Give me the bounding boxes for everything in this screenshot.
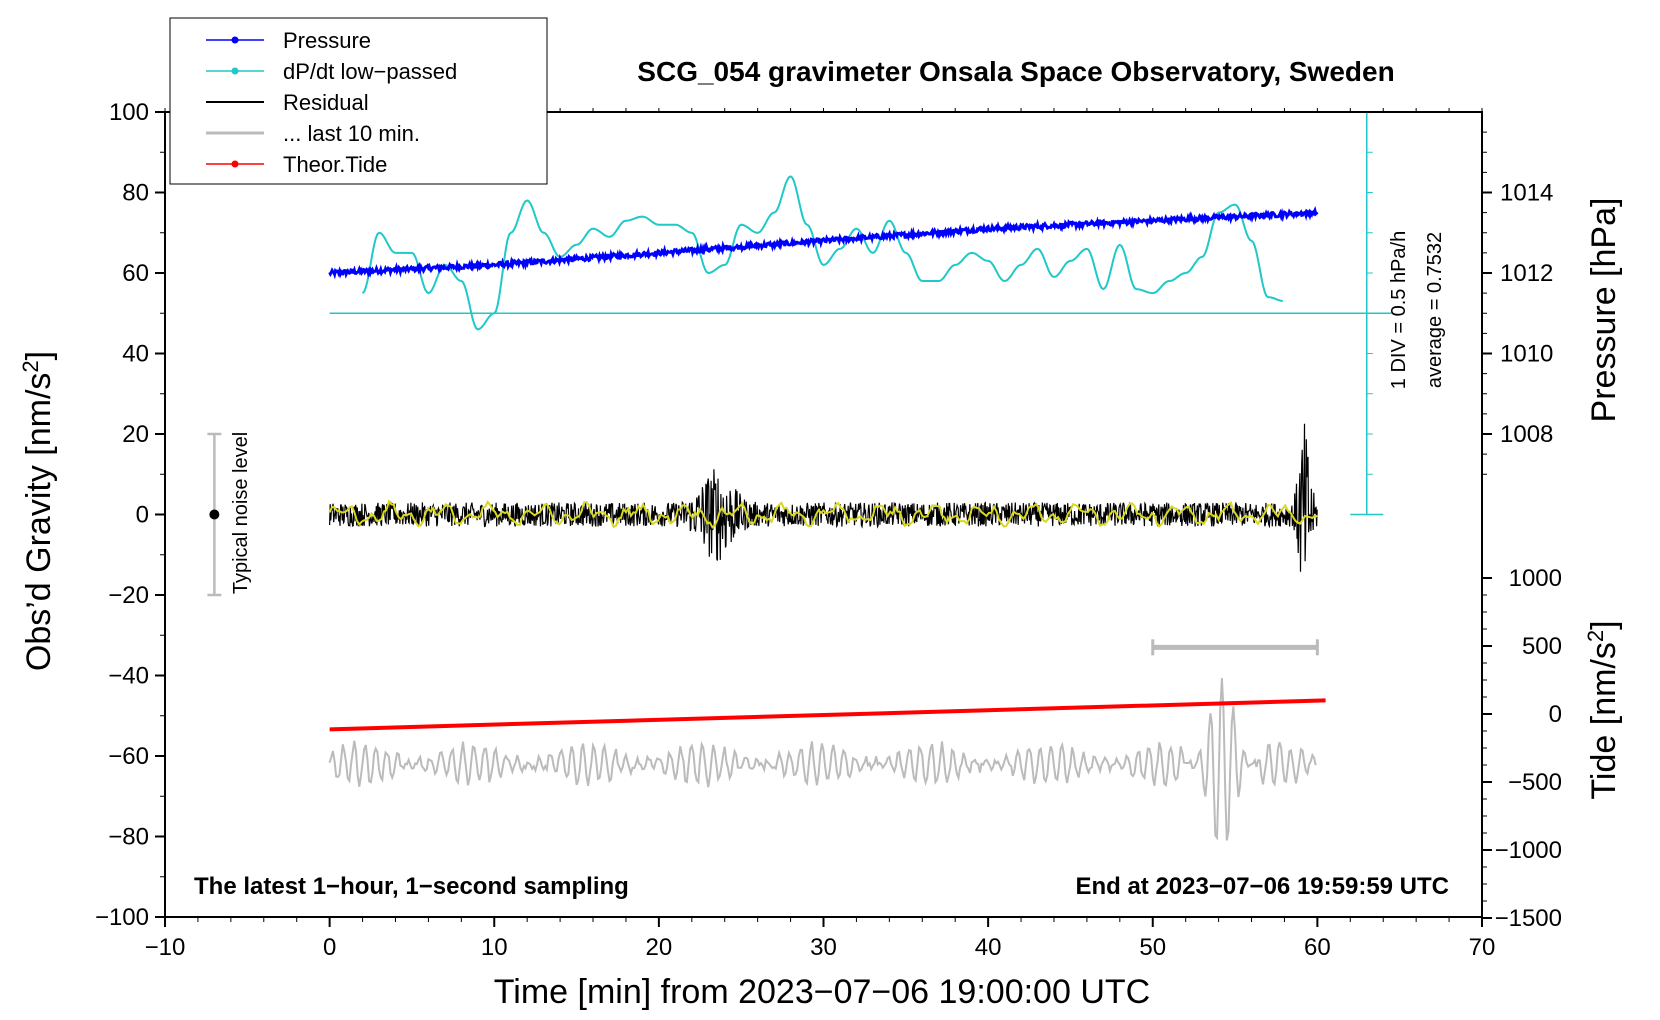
series-layer bbox=[207, 175, 1326, 841]
x-tick-label: 20 bbox=[646, 934, 673, 961]
legend-swatch-marker bbox=[231, 67, 239, 75]
series-pressure bbox=[328, 206, 1319, 280]
y-axis-title-left: Obs’d Gravity [nm/s2] bbox=[18, 351, 58, 671]
noise-bar-center-dot bbox=[209, 509, 220, 520]
tide-tick-label: −1000 bbox=[1495, 837, 1562, 864]
x-tick-label: 70 bbox=[1469, 934, 1496, 961]
y-tick-label: 80 bbox=[122, 180, 149, 207]
x-tick-label: 30 bbox=[810, 934, 837, 961]
tide-tick-label: 0 bbox=[1549, 701, 1562, 728]
average-note: average = 0.7532 bbox=[1424, 232, 1446, 388]
series-dpdt bbox=[361, 175, 1283, 331]
x-tick-label: −10 bbox=[145, 934, 186, 961]
legend-label: ... last 10 min. bbox=[283, 121, 420, 146]
x-tick-label: 10 bbox=[481, 934, 508, 961]
tide-tick-label: 500 bbox=[1522, 633, 1562, 660]
tide-tick-label: 1000 bbox=[1509, 565, 1562, 592]
series-tide bbox=[329, 698, 1326, 732]
y-tick-label: −40 bbox=[108, 663, 149, 690]
legend-label: Residual bbox=[283, 90, 369, 115]
pressure-tick-label: 1010 bbox=[1500, 341, 1553, 368]
legend-swatch-marker bbox=[231, 36, 239, 44]
y-axis-title-tide: Tide [nm/s2] bbox=[1583, 620, 1623, 799]
y-tick-label: −60 bbox=[108, 743, 149, 770]
pressure-tick-label: 1012 bbox=[1500, 260, 1553, 287]
legend: Pressure dP/dt low−passed Residual ... l… bbox=[169, 17, 548, 185]
series-last10 bbox=[328, 678, 1317, 841]
pressure-tick-label: 1008 bbox=[1500, 421, 1553, 448]
x-tick-label: 0 bbox=[323, 934, 336, 961]
footer-right-note: End at 2023−07−06 19:59:59 UTC bbox=[1075, 873, 1449, 900]
x-tick-label: 40 bbox=[975, 934, 1002, 961]
y-tick-label: −20 bbox=[108, 582, 149, 609]
legend-label: Pressure bbox=[283, 28, 371, 53]
tide-tick-label: −500 bbox=[1508, 769, 1562, 796]
legend-item-tide: Theor.Tide bbox=[206, 152, 387, 177]
pressure-tick-label: 1014 bbox=[1500, 180, 1553, 207]
chart-title: SCG_054 gravimeter Onsala Space Observat… bbox=[637, 56, 1394, 87]
x-tick-label: 60 bbox=[1304, 934, 1331, 961]
series-residual-smoothed bbox=[328, 499, 1318, 529]
tick-layer: −10 0 10 20 30 40 50 60 70100806040200−20−40−60−… bbox=[95, 99, 1562, 961]
legend-swatch-marker bbox=[231, 160, 239, 168]
y-axis-title-pressure: Pressure [hPa] bbox=[1585, 198, 1623, 423]
y-tick-label: 60 bbox=[122, 260, 149, 287]
legend-item-last10: ... last 10 min. bbox=[206, 121, 420, 146]
footer-left-note: The latest 1−hour, 1−second sampling bbox=[194, 873, 629, 900]
x-tick-label: 50 bbox=[1139, 934, 1166, 961]
tide-tick-label: −1500 bbox=[1495, 905, 1562, 932]
div-note: 1 DIV = 0.5 hPa/h bbox=[1388, 231, 1410, 389]
legend-item-dpdt: dP/dt low−passed bbox=[206, 59, 457, 84]
legend-item-residual: Residual bbox=[206, 90, 369, 115]
y-tick-label: 40 bbox=[122, 341, 149, 368]
y-tick-label: 100 bbox=[109, 99, 149, 126]
legend-label: Theor.Tide bbox=[283, 152, 387, 177]
noise-bar-label: Typical noise level bbox=[230, 432, 252, 594]
y-tick-label: 0 bbox=[136, 502, 149, 529]
x-axis-title: Time [min] from 2023−07−06 19:00:00 UTC bbox=[494, 973, 1150, 1011]
y-tick-label: 20 bbox=[122, 421, 149, 448]
y-tick-label: −80 bbox=[108, 824, 149, 851]
legend-item-pressure: Pressure bbox=[206, 28, 371, 53]
series-residual bbox=[329, 423, 1318, 572]
legend-label: dP/dt low−passed bbox=[283, 59, 457, 84]
y-tick-label: −100 bbox=[95, 904, 149, 931]
